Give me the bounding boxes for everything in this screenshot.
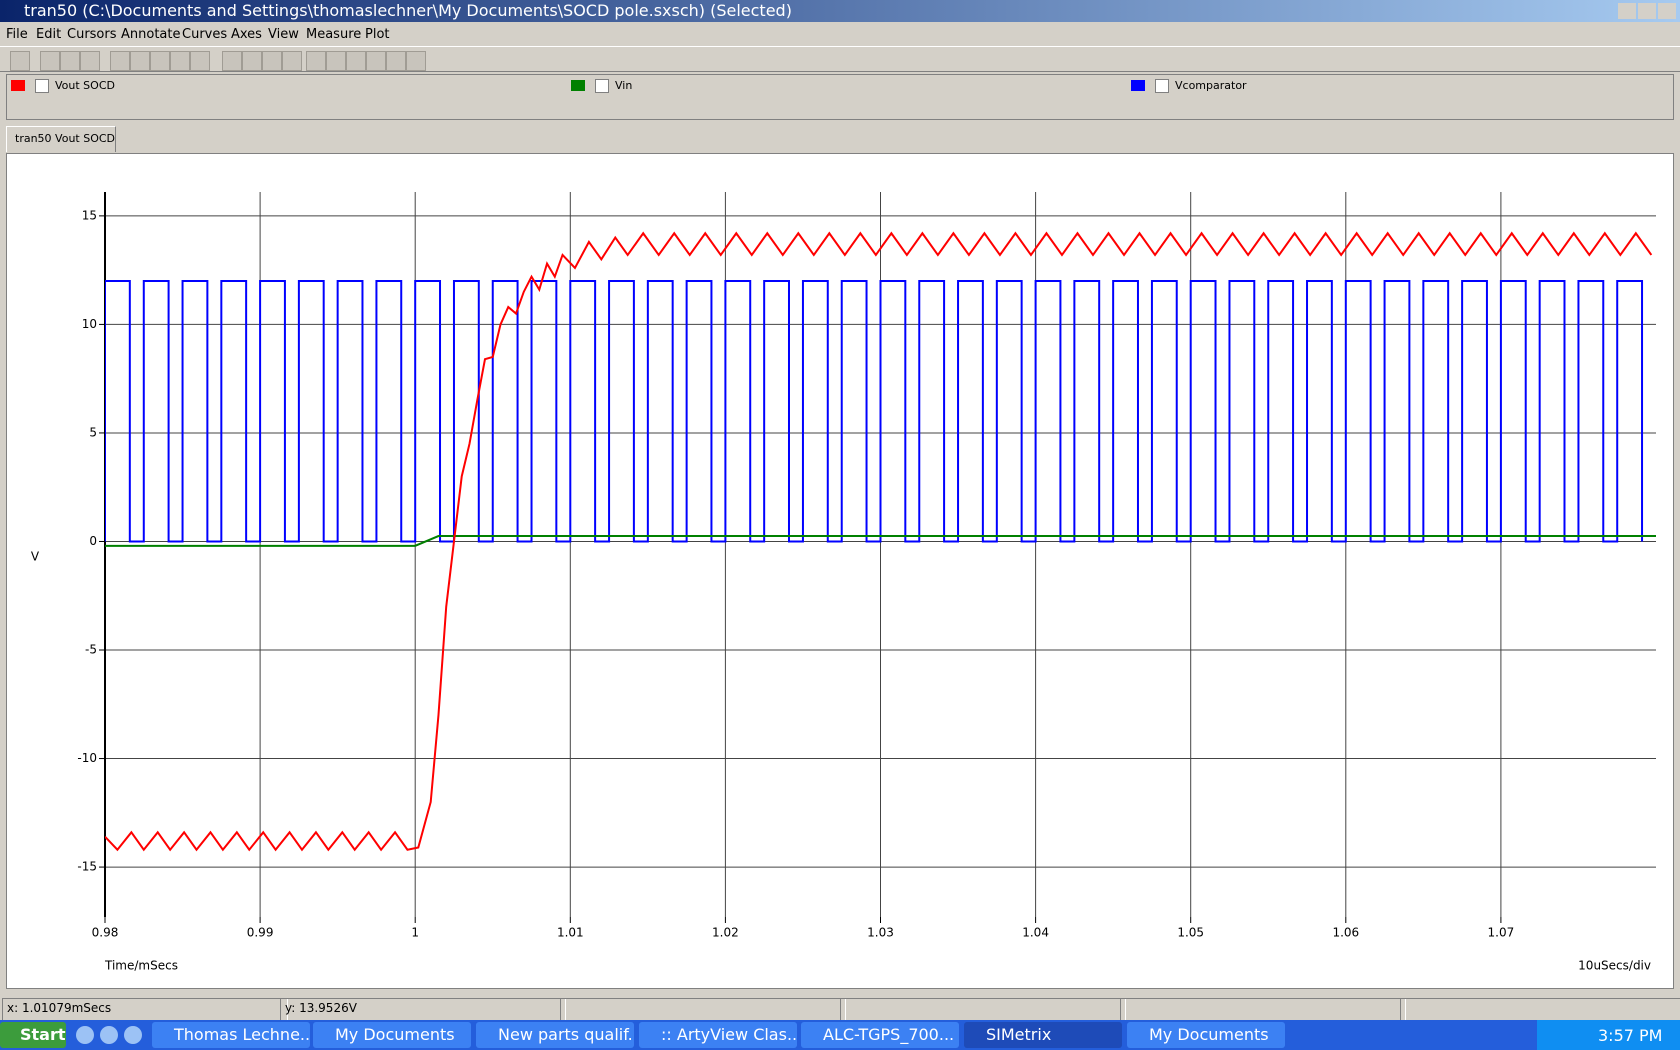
status-field bbox=[840, 998, 1126, 1022]
menu-item[interactable]: Annotate bbox=[121, 27, 181, 42]
menu-item[interactable]: Measure bbox=[306, 27, 362, 42]
legend-label: Vcomparator bbox=[1175, 79, 1247, 92]
toolbar-button[interactable] bbox=[366, 51, 386, 71]
legend-swatch bbox=[11, 80, 25, 91]
x-tick-label: 1 bbox=[411, 926, 419, 940]
maximize-button[interactable] bbox=[1638, 3, 1656, 19]
x-tick-label: 1.07 bbox=[1488, 926, 1515, 940]
x-tick-label: 0.99 bbox=[247, 926, 274, 940]
y-tick-label: -10 bbox=[77, 751, 97, 765]
menu-item[interactable]: Curves bbox=[182, 27, 228, 42]
taskbar-item[interactable]: :: ArtyView Clas... bbox=[639, 1022, 797, 1048]
legend-panel: Vout SOCD Vin Vcomparator bbox=[6, 74, 1674, 120]
close-button[interactable] bbox=[1658, 3, 1676, 19]
toolbar-button[interactable] bbox=[40, 51, 60, 71]
taskbar: Start Thomas Lechne... My Documents New par… bbox=[0, 1020, 1680, 1050]
x-tick-label: 1.02 bbox=[712, 926, 739, 940]
quick-launch-icon[interactable] bbox=[124, 1026, 142, 1044]
toolbar-button[interactable] bbox=[326, 51, 346, 71]
tray bbox=[1537, 1020, 1680, 1050]
toolbar bbox=[0, 46, 1680, 72]
y-tick-label: -15 bbox=[77, 860, 97, 874]
x-tick-label: 0.98 bbox=[92, 926, 119, 940]
y-tick-label: 0 bbox=[89, 534, 97, 548]
taskbar-item[interactable]: My Documents bbox=[1127, 1022, 1285, 1048]
y-tick-label: 5 bbox=[89, 425, 97, 439]
menu-item[interactable]: View bbox=[268, 27, 299, 42]
taskbar-item[interactable]: Thomas Lechne... bbox=[152, 1022, 310, 1048]
taskbar-item[interactable]: My Documents bbox=[313, 1022, 471, 1048]
toolbar-button[interactable] bbox=[282, 51, 302, 71]
clock: 3:57 PM bbox=[1598, 1026, 1663, 1045]
minimize-button[interactable] bbox=[1618, 3, 1636, 19]
toolbar-button[interactable] bbox=[306, 51, 326, 71]
scale-note: 10uSecs/div bbox=[1578, 959, 1651, 973]
legend-swatch bbox=[1131, 80, 1145, 91]
legend-checkbox[interactable] bbox=[1155, 79, 1169, 93]
toolbar-button[interactable] bbox=[10, 51, 30, 71]
start-button[interactable]: Start bbox=[0, 1022, 66, 1048]
toolbar-button[interactable] bbox=[170, 51, 190, 71]
legend-checkbox[interactable] bbox=[595, 79, 609, 93]
menu-item[interactable]: File bbox=[6, 27, 28, 42]
y-tick-label: 10 bbox=[82, 317, 97, 331]
toolbar-button[interactable] bbox=[150, 51, 170, 71]
legend-swatch bbox=[571, 80, 585, 91]
status-field bbox=[1400, 998, 1680, 1022]
menu-bar: File Edit Cursors Annotate Curves Axes View Mea… bbox=[0, 22, 1680, 46]
x-tick-label: 1.03 bbox=[867, 926, 894, 940]
menu-item[interactable]: Axes bbox=[231, 27, 262, 42]
chart: V Time/mSecs 10uSecs/div 15 10 5 0 -5 -10 -15 0… bbox=[31, 192, 1656, 973]
title-bar: tran50 (C:\Documents and Settings\thomas… bbox=[0, 0, 1680, 22]
toolbar-button[interactable] bbox=[386, 51, 406, 71]
x-tick-label: 1.04 bbox=[1022, 926, 1049, 940]
menu-item[interactable]: Edit bbox=[36, 27, 62, 42]
status-bar: x: 1.01079mSecs y: 13.9526V bbox=[0, 996, 1680, 1022]
x-tick-label: 1.06 bbox=[1332, 926, 1359, 940]
toolbar-button[interactable] bbox=[80, 51, 100, 71]
series-line bbox=[105, 535, 1656, 547]
toolbar-button[interactable] bbox=[222, 51, 242, 71]
x-axis-label: Time/mSecs bbox=[104, 959, 178, 973]
x-tick-label: 1.01 bbox=[557, 926, 584, 940]
plot-area: V Time/mSecs 10uSecs/div 15 10 5 0 -5 -10 -15 0… bbox=[6, 153, 1674, 989]
legend-label: Vout SOCD bbox=[55, 79, 115, 92]
series-line bbox=[105, 231, 1653, 852]
legend-checkbox[interactable] bbox=[35, 79, 49, 93]
x-tick-label: 1.05 bbox=[1177, 926, 1204, 940]
toolbar-button[interactable] bbox=[406, 51, 426, 71]
taskbar-item[interactable]: ALC-TGPS_700... bbox=[801, 1022, 959, 1048]
status-field bbox=[1120, 998, 1406, 1022]
toolbar-button[interactable] bbox=[242, 51, 262, 71]
y-axis-label: V bbox=[31, 550, 40, 564]
toolbar-button[interactable] bbox=[190, 51, 210, 71]
status-field bbox=[560, 998, 846, 1022]
status-field: x: 1.01079mSecs bbox=[2, 998, 288, 1022]
toolbar-button[interactable] bbox=[60, 51, 80, 71]
plot-tab[interactable]: tran50 Vout SOCD bbox=[6, 126, 116, 152]
menu-item[interactable]: Plot bbox=[365, 27, 390, 42]
toolbar-button[interactable] bbox=[262, 51, 282, 71]
y-tick-label: 15 bbox=[82, 208, 97, 222]
quick-launch-icon[interactable] bbox=[100, 1026, 118, 1044]
legend-label: Vin bbox=[615, 79, 633, 92]
quick-launch-icon[interactable] bbox=[76, 1026, 94, 1044]
series-line bbox=[105, 280, 1644, 543]
status-field: y: 13.9526V bbox=[280, 998, 566, 1022]
y-tick-label: -5 bbox=[85, 643, 97, 657]
toolbar-button[interactable] bbox=[130, 51, 150, 71]
menu-item[interactable]: Cursors bbox=[67, 27, 117, 42]
window-buttons bbox=[1618, 3, 1676, 19]
toolbar-button[interactable] bbox=[346, 51, 366, 71]
taskbar-item[interactable]: New parts qualif... bbox=[476, 1022, 634, 1048]
taskbar-item[interactable]: SIMetrix bbox=[964, 1022, 1122, 1048]
toolbar-button[interactable] bbox=[110, 51, 130, 71]
